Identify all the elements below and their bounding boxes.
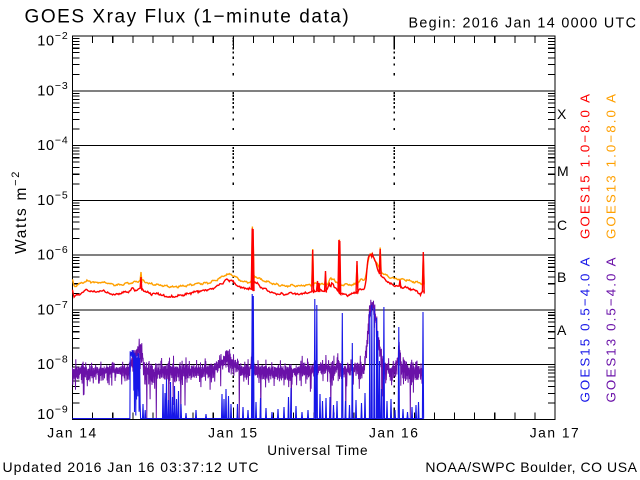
svg-text:NOAA/SWPC Boulder, CO USA: NOAA/SWPC Boulder, CO USA [425,459,637,475]
svg-text:GOES13 0.5−4.0 A: GOES13 0.5−4.0 A [604,255,619,402]
svg-text:X: X [557,106,567,122]
svg-text:10−6: 10−6 [37,244,68,264]
svg-text:10−9: 10−9 [37,403,68,423]
svg-text:GOES Xray Flux (1−minute data): GOES Xray Flux (1−minute data) [25,7,351,28]
svg-text:M: M [557,163,569,179]
svg-text:Watts m−2: Watts m−2 [10,170,30,254]
svg-text:10−5: 10−5 [37,189,68,209]
svg-text:Jan 17: Jan 17 [530,426,580,441]
svg-text:Universal Time: Universal Time [267,443,368,458]
svg-text:Begin: 2016 Jan 14 0000 UTC: Begin: 2016 Jan 14 0000 UTC [409,16,638,32]
svg-text:10−4: 10−4 [37,135,68,155]
svg-text:Updated 2016 Jan 16 03:37:12 U: Updated 2016 Jan 16 03:37:12 UTC [3,459,260,475]
svg-text:GOES15 1.0−8.0 A: GOES15 1.0−8.0 A [578,92,593,239]
svg-text:Jan 14: Jan 14 [47,426,97,441]
svg-text:10−3: 10−3 [37,80,68,100]
svg-text:C: C [557,217,567,233]
svg-text:10−7: 10−7 [37,299,68,319]
svg-text:10−2: 10−2 [37,30,68,50]
svg-text:GOES13 1.0−8.0 A: GOES13 1.0−8.0 A [604,92,619,239]
svg-text:GOES15 0.5−4.0 A: GOES15 0.5−4.0 A [578,255,593,402]
svg-text:Jan 15: Jan 15 [208,426,258,441]
svg-text:B: B [557,269,566,285]
svg-text:A: A [557,322,567,338]
svg-text:Jan 16: Jan 16 [369,426,419,441]
svg-text:10−8: 10−8 [37,354,68,374]
